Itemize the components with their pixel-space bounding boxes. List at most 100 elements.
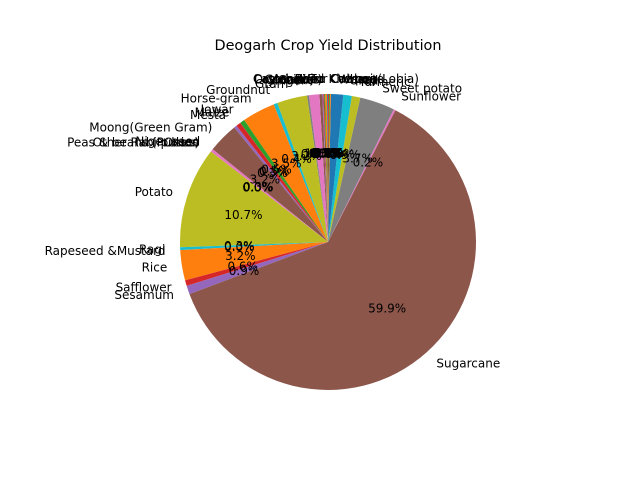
slice-label-khesari: Khesari [329,72,374,86]
percent-label-khesari: 0.1% [313,146,344,160]
percent-label-maize: 0.5% [259,164,290,178]
slice-label-ragi: Ragi [139,242,165,256]
pie-slice-wheat [328,94,344,242]
percent-label-bajra: 0.2% [312,146,343,160]
slice-label-peas-beans-pulses: Peas & beans (Pulses) [67,136,199,150]
slice-label-cabbage: Cabbage [331,72,384,86]
percent-label-niger-seed: 0.3% [243,180,274,194]
slice-label-castor-seed: Castor seed [253,72,324,86]
pie-slice-moong-green-gram [212,127,328,242]
slice-label-sweet-potato: Sweet potato [382,82,462,96]
pie-slice-bajra [325,94,328,242]
pie-slice-mesta [234,125,328,242]
pie-slice-urad [328,94,352,242]
percent-label-wheat: 1.3% [318,146,349,160]
percent-label-ragi: 0.3% [224,239,255,253]
percent-label-horse-gram: 3.5% [271,157,302,171]
chart-title: Deogarh Crop Yield Distribution [214,38,441,54]
pie-slice-ragi [180,242,328,251]
percent-label-rapeseed-mustard: 0.0% [224,240,255,254]
slice-label-arhar-tur: Arhar/Tur [273,72,328,86]
pie-slice-sweet-potato [328,97,394,242]
slice-label-urad: Urad [350,74,379,88]
percent-label-gram: 3.2% [291,149,322,163]
slice-label-onion: Onion [164,136,199,150]
slice-label-sugarcane: Sugarcane [436,356,500,370]
pie-slice-garlic [308,94,328,242]
percent-label-dry-chillies: 0.3% [308,146,339,160]
percent-label-sugarcane: 59.9% [368,301,406,315]
percent-label-garlic: 1.1% [304,147,335,161]
slice-label-dry-chillies: Dry chillies [254,72,320,86]
percent-label-cabbage: 0.1% [314,146,345,160]
percent-label-mesta: 0.3% [257,166,288,180]
percent-label-urad: 0.9% [325,147,356,161]
slice-label-jowar: Jowar [200,102,234,116]
pie-slice-cabbage [328,94,331,242]
pie-slice-coriander [323,94,328,242]
pie-slice-ginger [306,95,328,243]
slice-label-turmeric: Turmeric [358,75,411,89]
pie-slice-sesamum [186,242,328,295]
slice-label-coriander: Coriander [264,72,323,86]
slice-label-cowpea-lobia: Cowpea(Lobia) [330,72,419,86]
pie-slice-gram [277,95,328,242]
pie-slice-sunflower [328,109,396,242]
percent-label-safflower: 0.6% [227,260,258,274]
slice-label-gram: Gram [255,77,288,91]
pie-slice-castor-seed [324,94,328,242]
slice-label-sesamum: Sesamum [114,288,174,302]
percent-label-cotton-lint: 0.1% [310,146,341,160]
pie-slice-niger-seed [210,149,328,242]
pie-slice-safflower [185,242,328,286]
percent-label-castor-seed: 0.1% [311,146,342,160]
slice-label-sunflower: Sunflower [401,90,461,104]
pie-slice-cotton-lint [322,94,328,242]
slice-label-safflower: Safflower [116,280,172,294]
slice-label-other-rabi-pulses: Other Rabi pulses [93,136,200,150]
percent-label-other-rabi-pulses: 0.0% [242,181,273,195]
percent-label-cowpea-lobia: 0.1% [314,146,345,160]
percent-label-sweet-potato: 3.7% [342,151,373,165]
percent-label-jowar: 0.5% [261,163,292,177]
pie-slice-arhar-tur [327,93,328,242]
percent-label-groundnut: 0.4% [281,152,312,166]
pie-slice-turmeric [328,95,361,242]
slice-label-ginger: Ginger [266,74,306,88]
slice-label-maize: Maize [195,106,230,120]
pie-slice-horse-gram [244,104,328,242]
slice-label-rice: Rice [142,261,168,275]
slice-label-garlic: Garlic [278,73,313,87]
percent-label-rice: 3.2% [225,249,256,263]
percent-labels: 0.1%0.2%0.1%0.1%0.1%0.3%1.1%0.2%3.2%0.4%… [224,146,406,315]
pie-slice-cowpea-lobia [328,94,330,242]
slice-label-horse-gram: Horse-gram [181,91,252,105]
slice-label-bajra: Bajra [295,72,326,86]
percent-label-ginger: 0.2% [301,147,332,161]
pie-slice-jowar [240,120,328,242]
slice-label-niger-seed: Niger seed [135,134,200,148]
slice-label-moong-green-gram: Moong(Green Gram) [89,120,212,134]
percent-label-peas-beans-pulses: 0.0% [242,181,273,195]
pie-slice-dry-chillies [319,94,328,242]
percent-label-moong-green-gram: 3.2% [250,173,281,187]
slice-label-rapeseed-mustard: Rapeseed &Mustard [45,244,166,258]
pie-slice-khesari [328,93,329,242]
percent-label-sesamum: 0.9% [229,264,260,278]
pie-slice-maize [236,122,328,242]
pie-slice-sugarcane [189,110,476,391]
percent-label-potato: 10.7% [224,208,262,222]
slice-label-cotton-lint: Cotton(lint) [254,72,322,86]
pie-slice-groundnut [273,102,328,243]
slice-label-potato: Potato [135,185,173,199]
percent-label-sunflower: 0.2% [353,156,384,170]
percent-label-turmeric: 0.9% [330,148,361,162]
percent-label-coriander: 0.1% [310,146,341,160]
slice-label-mesta: Mesta [190,108,226,122]
pie-slice-potato [179,151,328,248]
pie-slices [179,93,476,391]
percent-label-onion: 0.0% [242,181,273,195]
